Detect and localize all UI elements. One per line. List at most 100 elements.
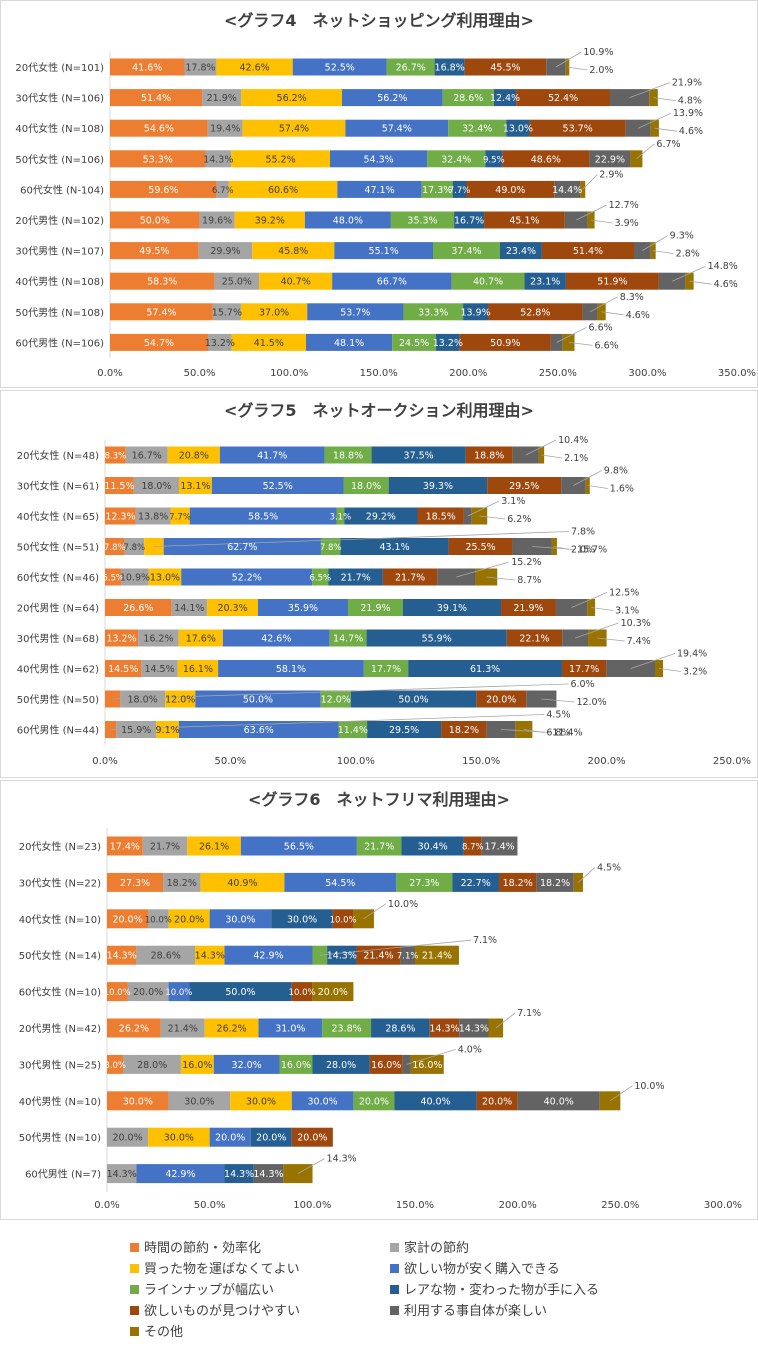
chart-title: <グラフ4 ネットショッピング利用理由> bbox=[224, 11, 534, 30]
data-label: 15.7% bbox=[577, 545, 607, 556]
bar-segment bbox=[463, 836, 482, 856]
data-label: 18.2% bbox=[167, 878, 197, 889]
data-label: 7.1% bbox=[517, 1008, 541, 1019]
data-label: 12.0% bbox=[576, 697, 606, 708]
data-label: 19.6% bbox=[202, 216, 232, 227]
bar-segment bbox=[388, 477, 488, 494]
bar-segment bbox=[312, 1054, 370, 1074]
data-label: 6.6% bbox=[595, 340, 619, 351]
label-leader bbox=[578, 867, 596, 883]
data-label: 16.7% bbox=[454, 216, 484, 227]
data-label: 54.7% bbox=[144, 338, 174, 349]
data-label: 9.3% bbox=[670, 231, 694, 242]
data-label: 37.5% bbox=[404, 451, 434, 462]
data-label: 54.5% bbox=[325, 878, 355, 889]
bar-segment bbox=[110, 180, 217, 198]
bar-segment bbox=[382, 568, 438, 586]
data-label: 17.3% bbox=[422, 185, 452, 196]
data-label: 20.0% bbox=[318, 987, 348, 998]
data-label: 33.3% bbox=[418, 307, 448, 318]
data-label: 3.2% bbox=[683, 667, 707, 678]
label-leader bbox=[525, 439, 557, 456]
data-label: 28.0% bbox=[326, 1060, 356, 1071]
bar-segment bbox=[353, 1091, 395, 1111]
bar-segment bbox=[163, 872, 201, 892]
bar-segment bbox=[199, 211, 235, 229]
bar-segment bbox=[465, 446, 513, 464]
bar-segment bbox=[476, 690, 527, 708]
data-label: 7.1% bbox=[397, 952, 419, 962]
label-leader bbox=[571, 592, 608, 608]
label-leader bbox=[576, 204, 607, 221]
data-label: 40.9% bbox=[227, 878, 257, 889]
bar-segment bbox=[429, 1018, 460, 1038]
bar-segment bbox=[110, 272, 215, 290]
data-label: 13.2% bbox=[106, 634, 136, 645]
data-label: 41.5% bbox=[254, 338, 284, 349]
data-label: 55.1% bbox=[369, 246, 399, 257]
data-label: 30.0% bbox=[184, 1096, 214, 1107]
data-label: 11.4% bbox=[552, 728, 582, 739]
label-leader bbox=[456, 561, 510, 578]
bar-segment bbox=[499, 242, 542, 260]
bar-segment bbox=[110, 119, 208, 137]
legend-label: 時間の節約・効率化 bbox=[144, 1240, 261, 1256]
data-label: 26.6% bbox=[123, 603, 153, 614]
data-label: 10.9% bbox=[120, 573, 150, 584]
data-label: 50.9% bbox=[490, 338, 520, 349]
data-label: 9.5% bbox=[483, 155, 505, 165]
data-label: 10.4% bbox=[558, 435, 588, 446]
data-label: 21.9% bbox=[360, 603, 390, 614]
data-label: 56.5% bbox=[284, 842, 314, 853]
data-label: 13.9% bbox=[673, 108, 703, 119]
data-label: 21.7% bbox=[341, 573, 371, 584]
bar-segment bbox=[371, 446, 466, 464]
bar-segment bbox=[259, 272, 333, 290]
label-leader bbox=[597, 637, 625, 642]
data-label: 52.8% bbox=[520, 307, 550, 318]
label-leader bbox=[587, 485, 608, 489]
data-label: 2.0% bbox=[571, 545, 595, 556]
data-label: 16.8% bbox=[435, 63, 465, 74]
bar-segment bbox=[184, 58, 217, 76]
bar-segment bbox=[121, 568, 149, 586]
bar-segment bbox=[177, 660, 219, 677]
data-label: 4.6% bbox=[714, 279, 738, 290]
data-label: 48.6% bbox=[531, 154, 561, 165]
data-label: 14.5% bbox=[108, 664, 138, 675]
data-label: 9.1% bbox=[156, 725, 180, 736]
data-label: 12.0% bbox=[165, 695, 195, 706]
bar-segment bbox=[554, 180, 581, 198]
category-label: 60代男性 (N=7) bbox=[25, 1168, 101, 1181]
bar-segment bbox=[284, 872, 397, 892]
bar-segment bbox=[493, 89, 517, 107]
bar-segment bbox=[486, 721, 516, 738]
data-label: 32.4% bbox=[462, 124, 492, 135]
data-label: 4.6% bbox=[679, 126, 703, 137]
x-tick-label: 200.0% bbox=[499, 1200, 537, 1211]
data-label: 10.3% bbox=[621, 618, 651, 629]
label-leader bbox=[495, 1012, 516, 1029]
bar-segment bbox=[408, 660, 562, 677]
bar-segment bbox=[517, 1091, 600, 1111]
data-label: 31.0% bbox=[275, 1024, 305, 1035]
data-label: 23.1% bbox=[530, 277, 560, 288]
x-tick-label: 100.0% bbox=[293, 1200, 331, 1211]
label-leader bbox=[642, 235, 668, 251]
bar-segment bbox=[400, 945, 415, 965]
bar-segment bbox=[334, 242, 433, 260]
data-label: 55.9% bbox=[422, 634, 452, 645]
data-label: 20.0% bbox=[133, 987, 163, 998]
label-leader bbox=[541, 698, 575, 703]
data-label: 17.4% bbox=[110, 842, 140, 853]
bar-segment bbox=[107, 1164, 137, 1184]
data-label: 12.3% bbox=[105, 512, 135, 523]
bar-segment bbox=[170, 507, 190, 525]
bar-segment bbox=[107, 872, 164, 892]
data-label: 12.0% bbox=[321, 695, 351, 706]
data-label: 17.4% bbox=[485, 842, 515, 853]
data-label: 16.1% bbox=[183, 664, 213, 675]
data-label: 42.9% bbox=[253, 951, 283, 962]
label-leader bbox=[671, 265, 706, 282]
